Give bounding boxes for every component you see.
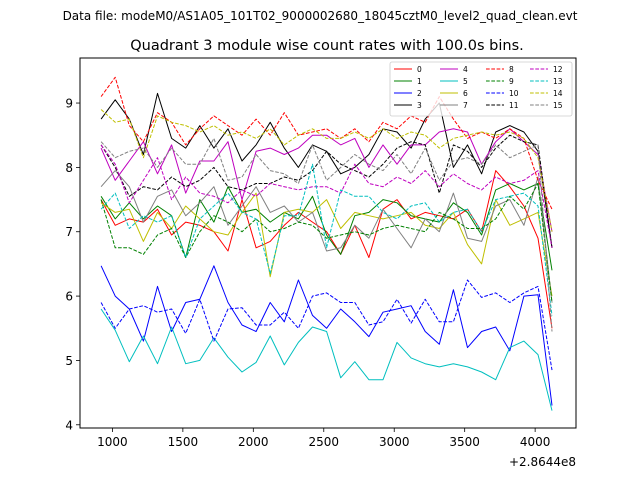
series-line-10 <box>100 279 553 371</box>
series-line-5 <box>100 308 553 411</box>
x-tick-label: 1000 <box>97 435 128 449</box>
x-tick-label: 3000 <box>379 435 410 449</box>
x-axis-offset-label: +2.8644e8 <box>509 455 576 469</box>
legend-label-10: 10 <box>509 89 519 98</box>
x-tick-label: 2000 <box>238 435 269 449</box>
series-line-7 <box>100 170 553 303</box>
legend-label-5: 5 <box>463 77 468 86</box>
series-line-4 <box>100 128 553 232</box>
x-axis: 1000 1500 2000 2500 3000 3500 4000 <box>97 428 550 449</box>
legend-label-1: 1 <box>417 77 422 86</box>
chart-title: Quadrant 3 module wise count rates with … <box>130 38 524 54</box>
series-line-9 <box>100 183 553 303</box>
legend-label-4: 4 <box>463 65 468 74</box>
y-tick-label: 4 <box>65 418 73 432</box>
legend-label-14: 14 <box>553 89 563 98</box>
legend-label-12: 12 <box>553 65 563 74</box>
series-line-2 <box>100 265 553 406</box>
legend-label-13: 13 <box>553 77 563 86</box>
series-line-8 <box>100 76 553 210</box>
legend-label-15: 15 <box>553 101 563 110</box>
y-tick-label: 7 <box>65 225 73 239</box>
y-axis: 4 5 6 7 8 9 <box>65 97 80 432</box>
series-line-6 <box>100 192 553 297</box>
y-tick-label: 5 <box>65 354 73 368</box>
legend-label-8: 8 <box>509 65 514 74</box>
x-tick-label: 4000 <box>520 435 551 449</box>
plot-frame <box>79 57 577 429</box>
plot-series <box>100 76 553 411</box>
x-tick-label: 1500 <box>168 435 199 449</box>
legend-label-3: 3 <box>417 101 422 110</box>
legend-label-2: 2 <box>417 89 422 98</box>
legend-label-9: 9 <box>509 77 514 86</box>
figure-suptitle: Data file: modeM0/AS1A05_101T02_90000026… <box>63 9 578 23</box>
series-line-15 <box>100 137 553 332</box>
legend-box <box>389 61 573 117</box>
legend-label-0: 0 <box>417 65 422 74</box>
y-tick-label: 8 <box>65 161 73 175</box>
x-tick-label: 3500 <box>449 435 480 449</box>
y-tick-label: 6 <box>65 290 73 304</box>
legend-label-7: 7 <box>463 101 468 110</box>
x-tick-label: 2500 <box>308 435 339 449</box>
series-line-12 <box>100 144 553 248</box>
legend-label-11: 11 <box>509 101 519 110</box>
series-line-14 <box>100 109 553 232</box>
series-line-13 <box>100 163 553 316</box>
series-line-11 <box>100 134 553 248</box>
legend-label-6: 6 <box>463 89 468 98</box>
y-tick-label: 9 <box>65 97 73 111</box>
